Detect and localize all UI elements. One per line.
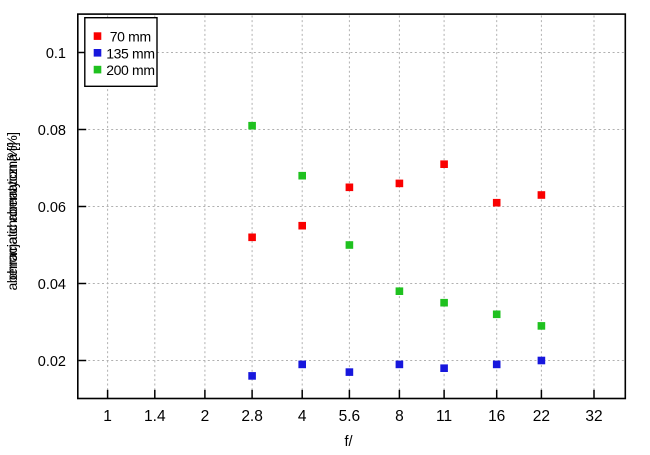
svg-text:2.8: 2.8: [241, 408, 263, 425]
svg-text:16: 16: [488, 408, 505, 425]
svg-text:1.4: 1.4: [144, 408, 166, 425]
svg-text:4: 4: [298, 408, 307, 425]
svg-text:70 mm: 70 mm: [106, 29, 151, 45]
svg-text:32: 32: [585, 408, 602, 425]
svg-text:f/: f/: [344, 434, 353, 450]
svg-text:0.08: 0.08: [38, 123, 66, 139]
svg-text:0.02: 0.02: [38, 354, 66, 370]
svg-text:aberracja chromatyczna [%]: aberracja chromatyczna [%]: [4, 133, 20, 291]
svg-text:1: 1: [103, 408, 112, 425]
svg-text:22: 22: [533, 408, 550, 425]
svg-text:200 mm: 200 mm: [106, 62, 154, 78]
svg-text:0.1: 0.1: [46, 46, 66, 62]
svg-text:135 mm: 135 mm: [106, 45, 154, 61]
svg-text:11: 11: [436, 408, 452, 425]
svg-text:5.6: 5.6: [339, 408, 361, 425]
svg-text:0.04: 0.04: [38, 277, 66, 293]
svg-text:8: 8: [395, 408, 404, 425]
svg-text:0.06: 0.06: [38, 200, 66, 216]
svg-text:2: 2: [201, 408, 210, 425]
svg-text:chromatic aberration [%]: chromatic aberration [%]: [4, 143, 20, 280]
